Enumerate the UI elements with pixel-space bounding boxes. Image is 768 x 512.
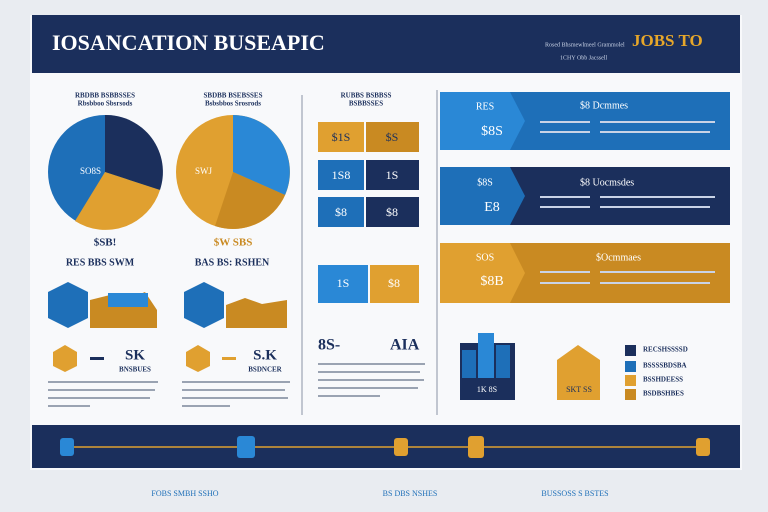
house-label: SKT SS xyxy=(566,385,592,394)
icon-text: BNSBUES xyxy=(119,366,151,374)
header-note: Rosed Bhsmewlmeel Grammolel xyxy=(545,42,625,48)
row-value: $8S xyxy=(481,124,503,139)
row-label: SOS xyxy=(476,252,494,263)
figure-text: 8S- xyxy=(318,337,340,354)
box-text: $8 xyxy=(388,276,400,290)
pie-subcaption: RES BBS SWM xyxy=(66,257,135,268)
icon-figure: SK xyxy=(125,347,145,363)
row-value: E8 xyxy=(484,200,500,215)
pie-sub: Rbsbboo Sbsrsods xyxy=(78,100,133,108)
row-title: $Ocmmaes xyxy=(596,252,641,263)
bar-graphic xyxy=(460,333,636,400)
cube-graphic xyxy=(48,282,287,328)
box-text: 1S xyxy=(386,168,399,182)
legend-entry: RECSHSSSSD xyxy=(643,346,688,354)
icon-figure: S.K xyxy=(253,347,277,363)
box-text: $8 xyxy=(335,205,347,219)
text-lines xyxy=(540,121,715,284)
figure-text: AIA xyxy=(390,337,420,354)
pie-caption: $SB! xyxy=(94,237,117,249)
header-note: 1CHY Obb Jacssell xyxy=(560,55,607,61)
title: IOSANCATION BUSEAPIC xyxy=(52,30,325,55)
section-sub: BSBBSSES xyxy=(349,100,383,108)
icon-text: BSDNCER xyxy=(248,366,282,374)
icon xyxy=(53,345,236,372)
legend-entry: BSSSSBDSBA xyxy=(643,362,687,370)
pie-inner: SO8S xyxy=(80,166,101,176)
pie-title: SBDBB BSEBSSES xyxy=(204,92,263,100)
box-text: $8 xyxy=(386,205,398,219)
section-title: RUBBS BSBBSS xyxy=(341,92,392,100)
footer-label: BS DBS NSHES xyxy=(383,489,438,498)
row-label: RES xyxy=(476,101,494,112)
footer-label: BUSSOSS S BSTES xyxy=(541,489,608,498)
box-pair xyxy=(318,122,419,303)
footer-label: FOBS SMBH SSHO xyxy=(151,489,218,498)
legend-entry: BSSHDEESS xyxy=(643,376,683,384)
bar-label: 1K 8S xyxy=(477,385,497,394)
header-tag: JOBS TO xyxy=(632,31,703,50)
pie-subcaption: BAS BS: RSHEN xyxy=(195,257,270,268)
box-text: 1S8 xyxy=(332,168,351,182)
text-lines xyxy=(48,363,425,407)
pie-sub: Bsbsbbos Srosrods xyxy=(205,100,261,108)
header-bar xyxy=(32,15,740,73)
row-title: $8 Uocmsdes xyxy=(580,177,634,188)
pie-inner: SWJ xyxy=(195,166,213,176)
card xyxy=(30,15,742,470)
row-value: $8B xyxy=(480,274,503,289)
box-text: $S xyxy=(386,130,399,144)
pie-title: RBDBB BSBBSSES xyxy=(75,92,135,100)
row-title: $8 Dcmmes xyxy=(580,100,628,111)
legend-entry: BSDBSHBES xyxy=(643,390,684,398)
row-label: $8S xyxy=(477,177,493,188)
pie-graphic xyxy=(48,114,290,230)
timeline xyxy=(32,425,740,468)
pie-caption: $W SBS xyxy=(214,237,253,249)
box-text: $1S xyxy=(332,130,351,144)
box-text: 1S xyxy=(337,276,350,290)
